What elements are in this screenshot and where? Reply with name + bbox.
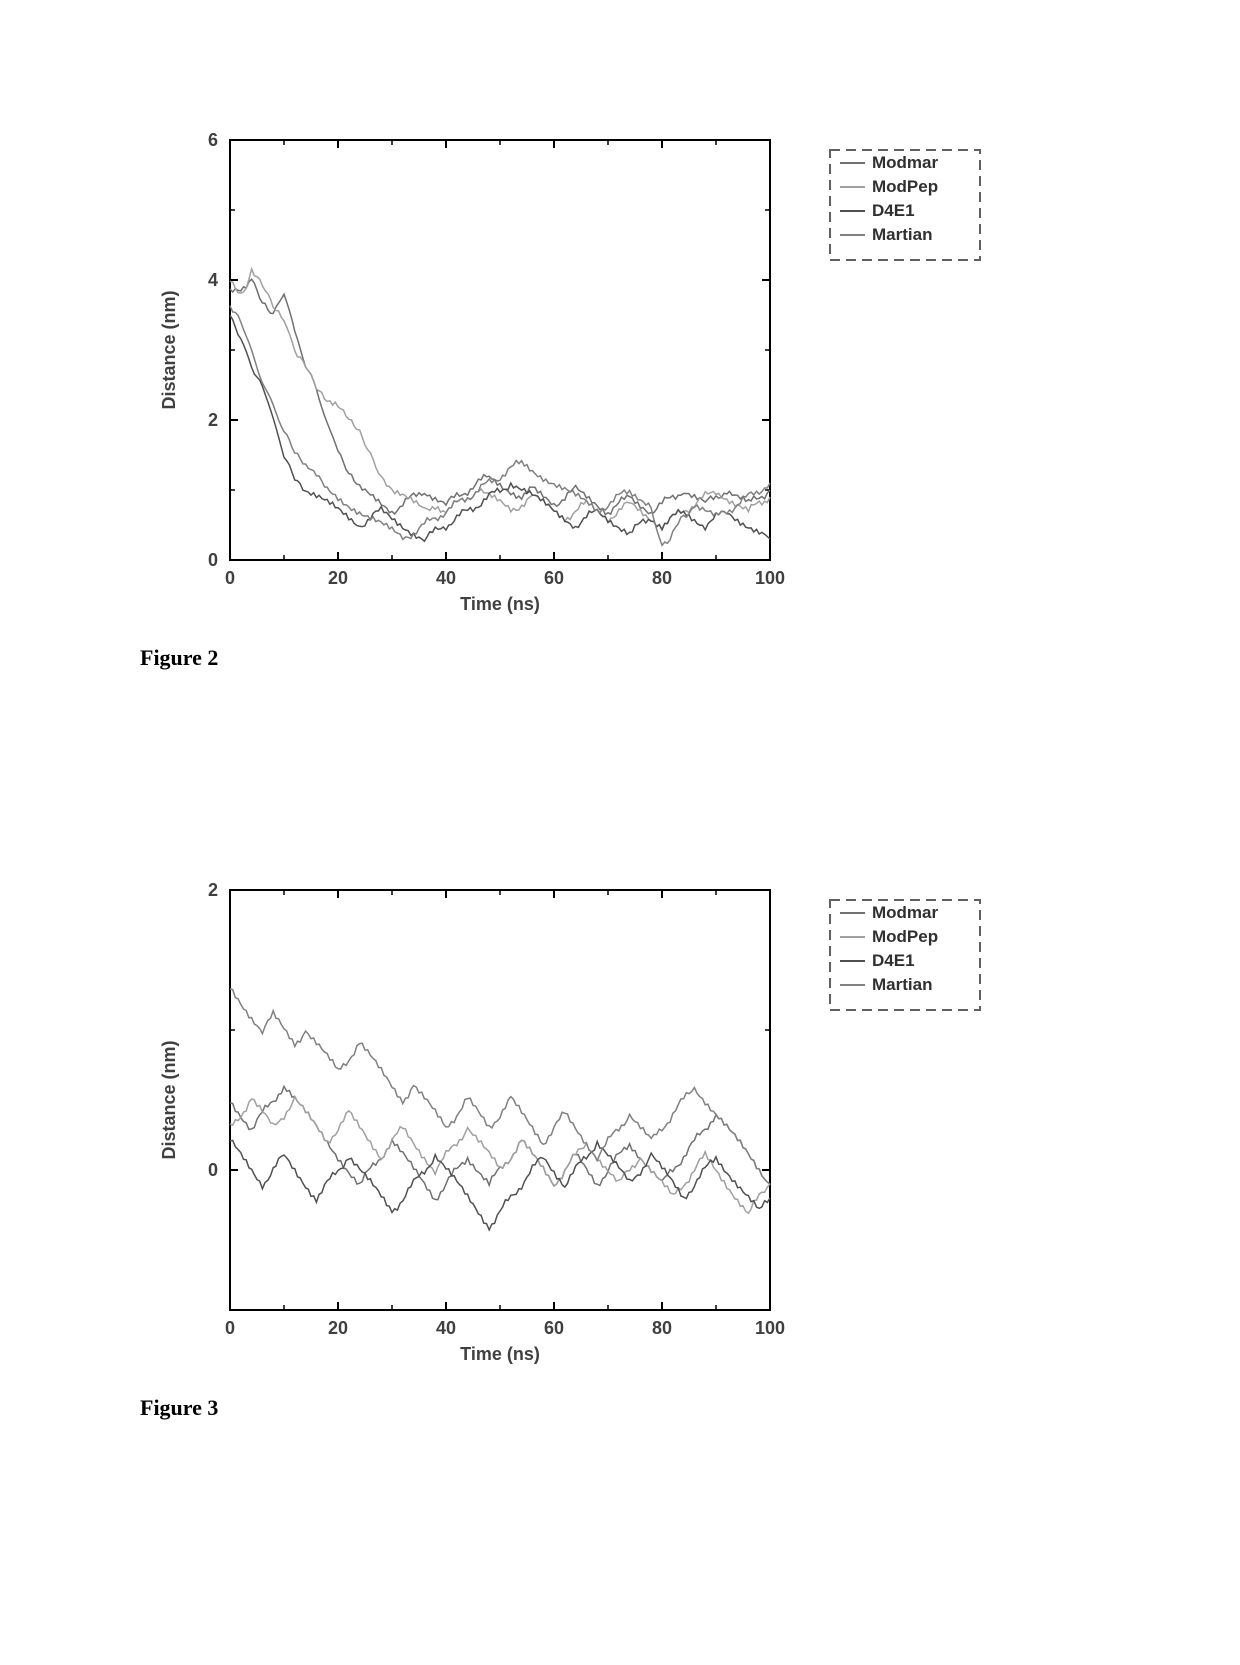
figure-2-chart: 0 20 40 60 80 100 0 2 4 6 Time (ns) Distance (nm) Mo… — [140, 120, 1020, 620]
svg-text:2: 2 — [208, 410, 218, 430]
svg-text:Modmar: Modmar — [872, 903, 939, 922]
svg-text:Martian: Martian — [872, 225, 932, 244]
figure-2-block: 0 20 40 60 80 100 0 2 4 6 Time (ns) Distance (nm) Mo… — [140, 120, 1020, 671]
figure-3-block: 0 20 40 60 80 100 0 2 Time (ns) Distance (nm) Modm… — [140, 870, 1020, 1421]
svg-text:60: 60 — [544, 568, 564, 588]
svg-text:20: 20 — [328, 1318, 348, 1338]
svg-text:6: 6 — [208, 130, 218, 150]
svg-text:Time (ns): Time (ns) — [460, 1344, 540, 1364]
svg-text:ModPep: ModPep — [872, 177, 938, 196]
svg-text:0: 0 — [208, 550, 218, 570]
svg-text:0: 0 — [225, 568, 235, 588]
svg-text:60: 60 — [544, 1318, 564, 1338]
figure-2-chart-container: 0 20 40 60 80 100 0 2 4 6 Time (ns) Distance (nm) Mo… — [140, 120, 1020, 625]
figure-2-caption: Figure 2 — [140, 645, 1020, 671]
svg-text:Distance (nm): Distance (nm) — [159, 290, 179, 409]
svg-text:0: 0 — [225, 1318, 235, 1338]
svg-text:Time (ns): Time (ns) — [460, 594, 540, 614]
svg-text:80: 80 — [652, 1318, 672, 1338]
svg-text:D4E1: D4E1 — [872, 201, 915, 220]
svg-text:40: 40 — [436, 1318, 456, 1338]
svg-text:D4E1: D4E1 — [872, 951, 915, 970]
svg-text:20: 20 — [328, 568, 348, 588]
svg-text:Martian: Martian — [872, 975, 932, 994]
figure-3-chart-container: 0 20 40 60 80 100 0 2 Time (ns) Distance (nm) Modm… — [140, 870, 1020, 1375]
svg-text:2: 2 — [208, 880, 218, 900]
svg-text:80: 80 — [652, 568, 672, 588]
svg-text:100: 100 — [755, 568, 785, 588]
svg-text:100: 100 — [755, 1318, 785, 1338]
figure-3-chart: 0 20 40 60 80 100 0 2 Time (ns) Distance (nm) Modm… — [140, 870, 1020, 1370]
svg-text:40: 40 — [436, 568, 456, 588]
figure-3-caption: Figure 3 — [140, 1395, 1020, 1421]
svg-text:ModPep: ModPep — [872, 927, 938, 946]
svg-text:Distance (nm): Distance (nm) — [159, 1040, 179, 1159]
svg-text:Modmar: Modmar — [872, 153, 939, 172]
svg-text:4: 4 — [208, 270, 218, 290]
svg-text:0: 0 — [208, 1160, 218, 1180]
